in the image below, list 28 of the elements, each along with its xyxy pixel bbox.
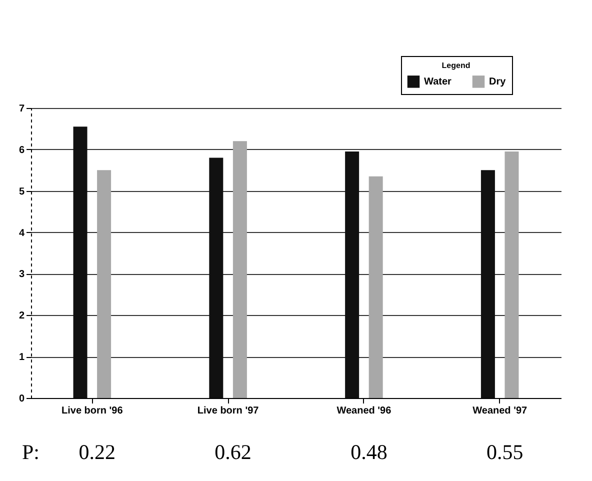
legend-title: Legend (442, 61, 470, 70)
bar (345, 152, 360, 398)
bar (209, 158, 224, 398)
bar (368, 176, 383, 398)
bar (504, 152, 519, 398)
y-tick-label: 5 (18, 186, 25, 198)
text: 0.48 (350, 440, 388, 465)
text: P: (22, 440, 40, 465)
x-tick-label: Weaned '96 (336, 406, 392, 416)
bar (480, 170, 495, 398)
text: 0.22 (78, 440, 116, 465)
x-tick-label: Live born '97 (197, 406, 260, 416)
y-tick-label: 7 (18, 104, 25, 114)
y-tick-label: 0 (18, 394, 25, 404)
y-tick-label: 6 (18, 144, 25, 156)
y-tick-label: 3 (18, 269, 25, 280)
legend-label: Water (424, 76, 452, 88)
y-tick-label: 2 (18, 310, 25, 322)
bar (232, 141, 247, 398)
y-tick-label: 4 (18, 228, 25, 239)
legend-label: Dry (489, 76, 506, 88)
bar (73, 126, 88, 398)
x-tick-label: Weaned '97 (472, 406, 528, 416)
bar (97, 170, 112, 398)
y-tick-label: 1 (18, 352, 25, 364)
text: 0.62 (214, 440, 252, 465)
text: 0.55 (486, 440, 524, 465)
x-tick-label: Live born '96 (62, 406, 124, 416)
